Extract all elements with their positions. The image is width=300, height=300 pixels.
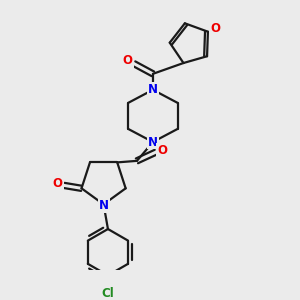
Text: O: O [210, 22, 220, 35]
Text: N: N [148, 83, 158, 96]
Text: O: O [53, 178, 63, 190]
Text: Cl: Cl [102, 287, 114, 300]
Text: N: N [99, 199, 109, 212]
Text: O: O [123, 54, 133, 67]
Text: O: O [157, 144, 167, 157]
Text: N: N [148, 136, 158, 148]
